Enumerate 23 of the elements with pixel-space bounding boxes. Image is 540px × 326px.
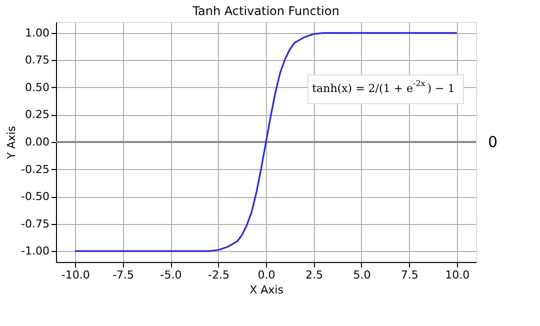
x-tick-label: -7.5 [112,268,134,282]
chart-title: Tanh Activation Function [192,4,340,18]
x-tick-label: 0.0 [258,268,276,282]
line-series [74,32,458,252]
x-tick-label: 10.0 [445,268,470,282]
x-tick-label: -10.0 [61,268,90,282]
y-tick-label: -1.00 [21,244,50,258]
x-axis-title: X Axis [250,284,284,296]
x-tick-label: -2.5 [208,268,230,282]
y-tick-label: -0.75 [21,217,50,230]
y-tick-label: 0.00 [25,136,50,148]
x-tick-label: 5.0 [353,268,371,282]
y-tick-label: -0.50 [21,190,50,204]
y-axis-title: Y Axis [5,126,18,160]
y-tick-label: 0.75 [25,54,50,67]
x-tick-label: 7.5 [400,268,418,282]
y-tick-label: -0.25 [21,162,50,176]
x-tick-label: -5.0 [160,268,182,282]
y-tick-label: 1.00 [25,26,50,40]
ref-line-label: 0 [488,133,498,151]
y-tick-label: 0.25 [25,108,50,122]
y-tick-label: 0.50 [25,80,50,94]
x-tick-label: 2.5 [305,268,323,282]
